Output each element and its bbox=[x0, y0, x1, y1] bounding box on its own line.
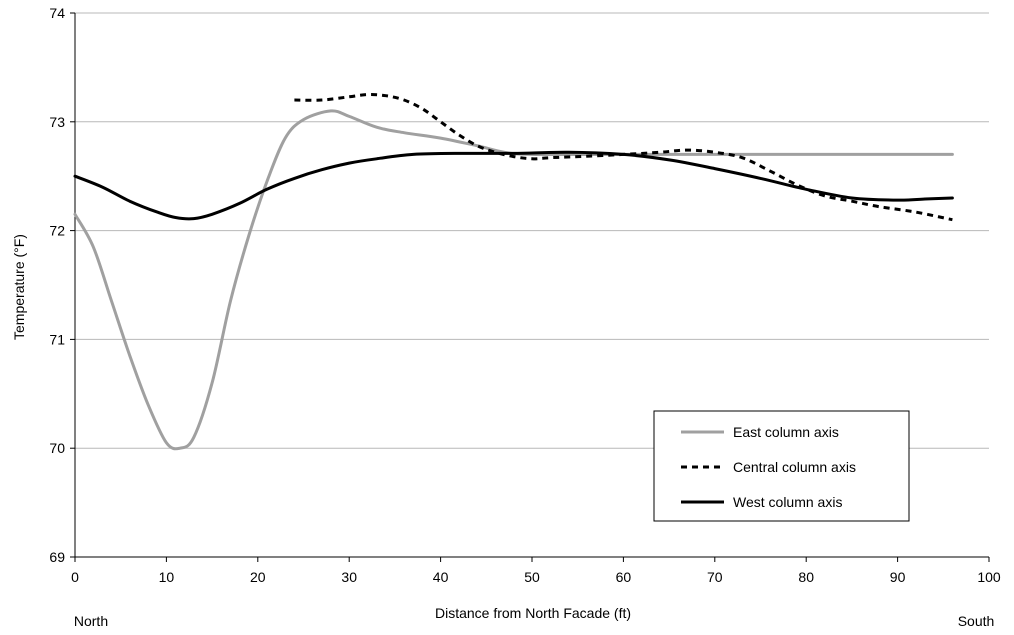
y-tick-label-69: 69 bbox=[49, 549, 65, 565]
x-tick-label-60: 60 bbox=[616, 569, 632, 585]
legend-label-east: East column axis bbox=[733, 424, 839, 440]
y-tick-label-73: 73 bbox=[49, 114, 65, 130]
x-tick-label-100: 100 bbox=[977, 569, 1001, 585]
x-tick-label-30: 30 bbox=[341, 569, 357, 585]
series-lines bbox=[73, 93, 954, 451]
x-tick-label-40: 40 bbox=[433, 569, 449, 585]
legend-label-central: Central column axis bbox=[733, 459, 856, 475]
x-tick-label-90: 90 bbox=[890, 569, 906, 585]
x-tick-label-70: 70 bbox=[707, 569, 723, 585]
y-tick-label-72: 72 bbox=[49, 223, 65, 239]
legend: East column axis Central column axis Wes… bbox=[653, 410, 910, 522]
y-tick-label-74: 74 bbox=[49, 5, 65, 21]
y-tick-label-71: 71 bbox=[49, 331, 65, 347]
x-tick-label-20: 20 bbox=[250, 569, 266, 585]
y-axis-label: Temperature (°F) bbox=[11, 234, 27, 340]
axes: 69 70 71 72 73 74 0 10 20 30 40 50 60 70 80 90 100 bbox=[49, 5, 1000, 585]
x-axis-label: Distance from North Facade (ft) bbox=[435, 605, 631, 621]
x-tick-label-0: 0 bbox=[71, 569, 79, 585]
x-tick-label-10: 10 bbox=[159, 569, 175, 585]
legend-label-west: West column axis bbox=[733, 494, 842, 510]
west-column-series-line bbox=[73, 150, 954, 221]
x-tick-label-80: 80 bbox=[798, 569, 814, 585]
north-annotation: North bbox=[74, 613, 108, 629]
south-annotation: South bbox=[958, 613, 995, 629]
y-tick-label-70: 70 bbox=[49, 440, 65, 456]
east-column-series-line bbox=[73, 109, 954, 451]
x-tick-label-50: 50 bbox=[524, 569, 540, 585]
